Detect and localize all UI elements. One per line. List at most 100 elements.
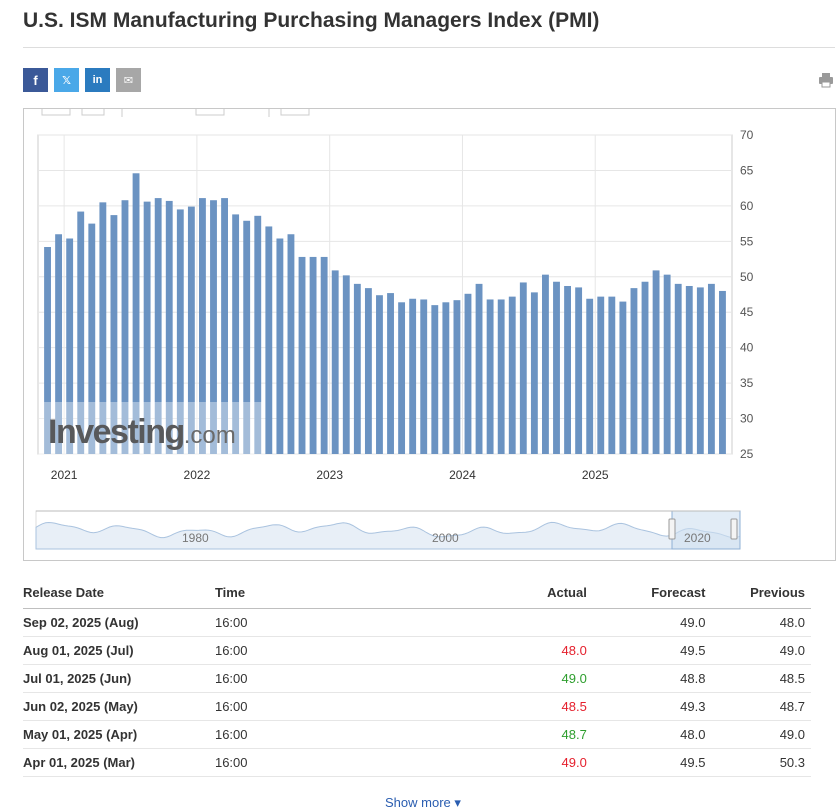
bar[interactable] xyxy=(165,200,173,454)
time-cell: 16:00 xyxy=(214,608,427,637)
bar[interactable] xyxy=(674,283,682,454)
chart-bars xyxy=(44,173,726,454)
bar[interactable] xyxy=(154,198,162,454)
previous-cell: 48.7 xyxy=(705,692,811,721)
bar[interactable] xyxy=(641,281,649,454)
y-tick-label: 70 xyxy=(740,128,754,142)
bar[interactable] xyxy=(409,298,417,454)
table-row: May 01, 2025 (Apr) 16:00 48.7 48.0 49.0 xyxy=(23,720,811,749)
navigator-right-handle[interactable] xyxy=(730,518,738,540)
previous-cell: 48.0 xyxy=(705,608,811,637)
actual-cell: 48.0 xyxy=(426,636,587,665)
bar[interactable] xyxy=(342,275,350,454)
bar[interactable] xyxy=(696,287,704,454)
bar[interactable] xyxy=(420,299,428,454)
y-tick-label: 30 xyxy=(740,412,754,426)
bar[interactable] xyxy=(364,288,372,454)
bar[interactable] xyxy=(132,173,140,454)
bar[interactable] xyxy=(265,226,273,454)
bar[interactable] xyxy=(232,214,240,454)
bar[interactable] xyxy=(608,296,616,454)
bar[interactable] xyxy=(187,206,195,454)
bar[interactable] xyxy=(176,209,184,454)
x-tick-label: 2024 xyxy=(449,468,476,482)
bar[interactable] xyxy=(508,296,516,454)
bar[interactable] xyxy=(110,215,118,454)
bar[interactable] xyxy=(387,293,394,454)
range-navigator[interactable]: 1980 2000 2020 xyxy=(35,510,741,550)
table-row: Apr 01, 2025 (Mar) 16:00 49.0 49.5 50.3 xyxy=(23,748,811,777)
bar[interactable] xyxy=(542,274,549,454)
bar[interactable] xyxy=(276,238,284,454)
bar[interactable] xyxy=(630,288,638,454)
linkedin-icon[interactable]: in xyxy=(85,68,110,92)
header-forecast[interactable]: Forecast xyxy=(586,578,706,609)
release-date-cell: May 01, 2025 (Apr) xyxy=(23,720,215,749)
bar[interactable] xyxy=(353,283,361,454)
twitter-icon[interactable]: 𝕏 xyxy=(54,68,79,92)
page-title: U.S. ISM Manufacturing Purchasing Manage… xyxy=(23,9,600,32)
bar[interactable] xyxy=(453,300,461,454)
bar[interactable] xyxy=(121,200,129,454)
print-icon[interactable] xyxy=(818,72,834,88)
bar[interactable] xyxy=(210,200,217,454)
bar[interactable] xyxy=(77,211,85,454)
watermark-text: Investing.com xyxy=(48,413,236,451)
bar[interactable] xyxy=(519,282,527,454)
bar[interactable] xyxy=(66,238,74,454)
bar[interactable] xyxy=(320,256,328,454)
time-cell: 16:00 xyxy=(214,636,427,665)
bar[interactable] xyxy=(199,198,206,454)
bar[interactable] xyxy=(88,223,96,454)
y-tick-label: 45 xyxy=(740,305,754,319)
bar[interactable] xyxy=(564,285,571,454)
bar[interactable] xyxy=(254,215,262,454)
bar[interactable] xyxy=(243,220,251,454)
bar[interactable] xyxy=(442,302,450,454)
bar[interactable] xyxy=(99,202,107,454)
bar[interactable] xyxy=(719,290,726,454)
actual-cell xyxy=(426,608,587,637)
chart-container[interactable]: Investing.com 25 30 35 40 45 50 55 60 65 70 2021 2… xyxy=(23,108,836,561)
header-previous[interactable]: Previous xyxy=(705,578,811,609)
bar[interactable] xyxy=(431,305,439,454)
forecast-cell: 49.3 xyxy=(586,692,706,721)
y-tick-label: 25 xyxy=(740,447,754,461)
bar[interactable] xyxy=(221,198,228,454)
bar[interactable] xyxy=(287,234,295,454)
bar[interactable] xyxy=(530,292,538,454)
header-release-date[interactable]: Release Date xyxy=(23,578,215,609)
bar[interactable] xyxy=(586,298,594,454)
bar[interactable] xyxy=(575,287,583,454)
bar[interactable] xyxy=(685,285,693,454)
bar[interactable] xyxy=(486,299,494,454)
forecast-cell: 48.0 xyxy=(586,720,706,749)
bar[interactable] xyxy=(55,234,63,454)
bar[interactable] xyxy=(707,283,715,454)
bar[interactable] xyxy=(398,302,406,454)
header-actual[interactable]: Actual xyxy=(426,578,587,609)
bar[interactable] xyxy=(619,301,627,454)
bar[interactable] xyxy=(652,270,660,454)
bar[interactable] xyxy=(553,281,560,454)
actual-cell: 49.0 xyxy=(426,748,587,777)
bar[interactable] xyxy=(309,256,317,454)
table-header-row: Release Date Time Actual Forecast Previo… xyxy=(23,578,811,609)
bar[interactable] xyxy=(298,256,306,454)
show-more-link[interactable]: Show more ▾ xyxy=(385,795,461,807)
bar[interactable] xyxy=(44,247,51,454)
bar[interactable] xyxy=(475,283,483,454)
bar[interactable] xyxy=(331,270,339,454)
bar[interactable] xyxy=(464,293,472,454)
bar[interactable] xyxy=(376,295,383,454)
navigator-left-handle[interactable] xyxy=(668,518,676,540)
email-icon[interactable]: ✉ xyxy=(116,68,141,92)
facebook-icon[interactable]: f xyxy=(23,68,48,92)
bar[interactable] xyxy=(497,299,505,454)
bar[interactable] xyxy=(597,296,605,454)
bar[interactable] xyxy=(143,201,151,454)
header-time[interactable]: Time xyxy=(214,578,427,609)
bar[interactable] xyxy=(663,274,671,454)
release-date-cell: Aug 01, 2025 (Jul) xyxy=(23,636,215,665)
